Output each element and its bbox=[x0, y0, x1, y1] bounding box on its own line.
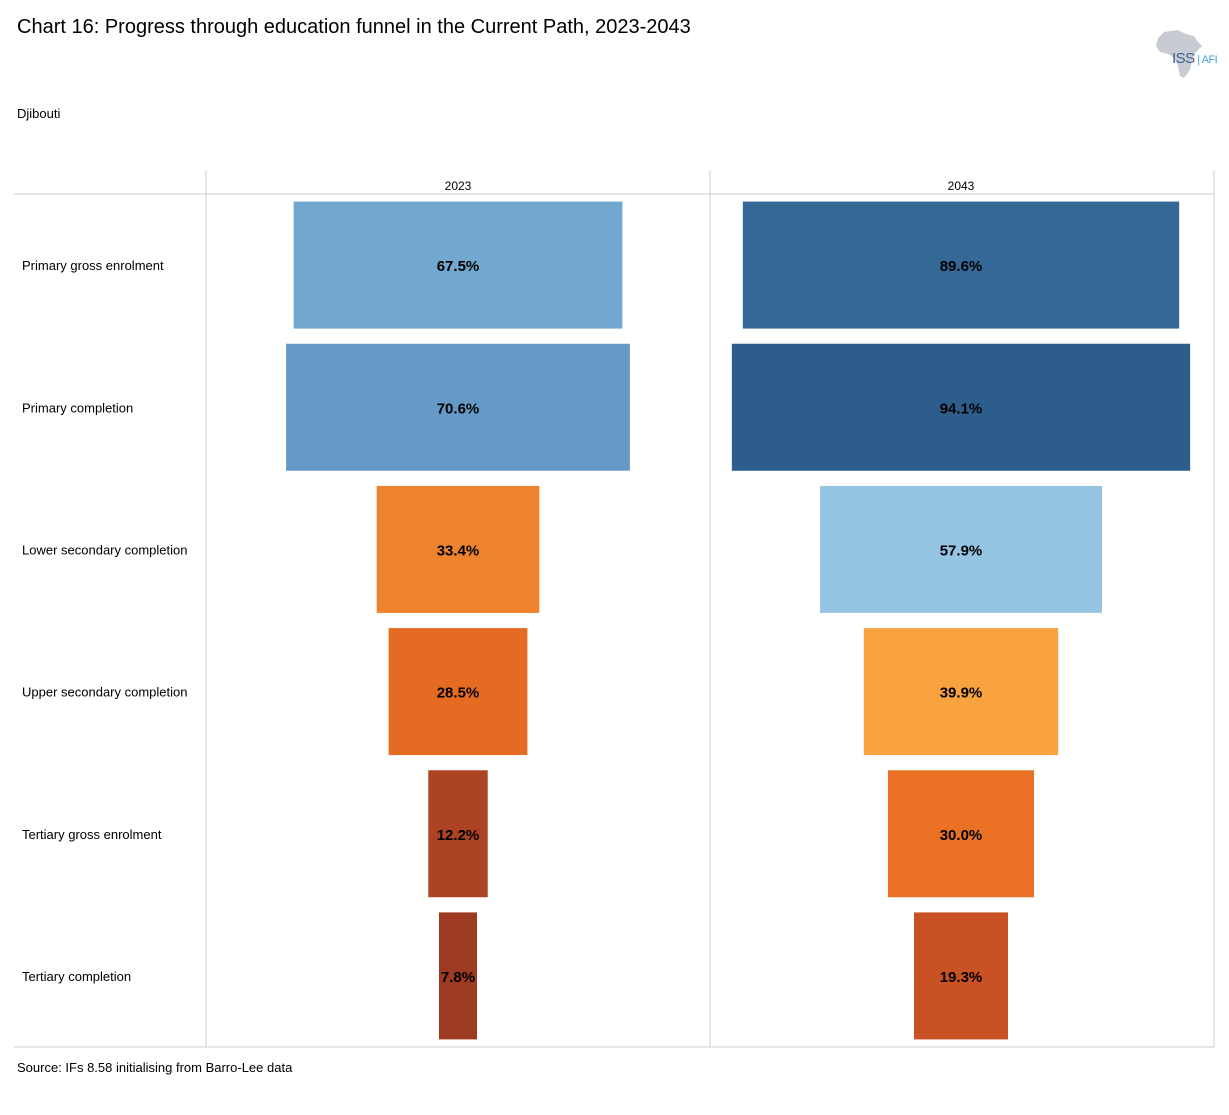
funnel-bar bbox=[388, 628, 528, 756]
data-label: 12.2% bbox=[437, 827, 480, 844]
data-label: 67.5% bbox=[437, 258, 480, 275]
chart-subtitle: Djibouti bbox=[17, 106, 61, 121]
source-note: Source: IFs 8.58 initialising from Barro… bbox=[17, 1060, 293, 1075]
category-label: Upper secondary completion bbox=[22, 685, 187, 700]
category-label: Primary completion bbox=[22, 400, 133, 415]
funnel-bar bbox=[286, 343, 630, 471]
data-label: 7.8% bbox=[441, 969, 475, 986]
funnel-bar bbox=[428, 770, 488, 898]
data-label: 57.9% bbox=[940, 542, 983, 559]
funnel-bar bbox=[376, 485, 540, 613]
funnel-bar bbox=[293, 201, 623, 329]
panel-header-2043: 2043 bbox=[948, 179, 975, 193]
funnel-bar bbox=[820, 485, 1102, 613]
africa-map-icon bbox=[1156, 30, 1202, 78]
category-label: Primary gross enrolment bbox=[22, 258, 164, 273]
category-label: Tertiary gross enrolment bbox=[22, 827, 162, 842]
panel-header-2023: 2023 bbox=[445, 179, 472, 193]
data-label: 70.6% bbox=[437, 400, 480, 417]
data-label: 19.3% bbox=[940, 969, 983, 986]
funnel-bar bbox=[863, 628, 1059, 756]
funnel-bar bbox=[439, 912, 477, 1040]
data-label: 89.6% bbox=[940, 258, 983, 275]
funnel-bar bbox=[887, 770, 1035, 898]
data-label: 39.9% bbox=[940, 685, 983, 702]
chart-title: Chart 16: Progress through education fun… bbox=[17, 16, 691, 38]
funnel-bar bbox=[731, 343, 1191, 471]
iss-africa-logo: ISS | AFI bbox=[1150, 26, 1220, 82]
data-label: 33.4% bbox=[437, 542, 480, 559]
data-label: 30.0% bbox=[940, 827, 983, 844]
data-label: 28.5% bbox=[437, 685, 480, 702]
funnel-bar bbox=[914, 912, 1008, 1040]
logo-text: ISS | AFI bbox=[1172, 50, 1218, 67]
category-label: Lower secondary completion bbox=[22, 542, 187, 557]
category-label: Tertiary completion bbox=[22, 969, 131, 984]
data-label: 94.1% bbox=[940, 400, 983, 417]
funnel-bar bbox=[742, 201, 1180, 329]
